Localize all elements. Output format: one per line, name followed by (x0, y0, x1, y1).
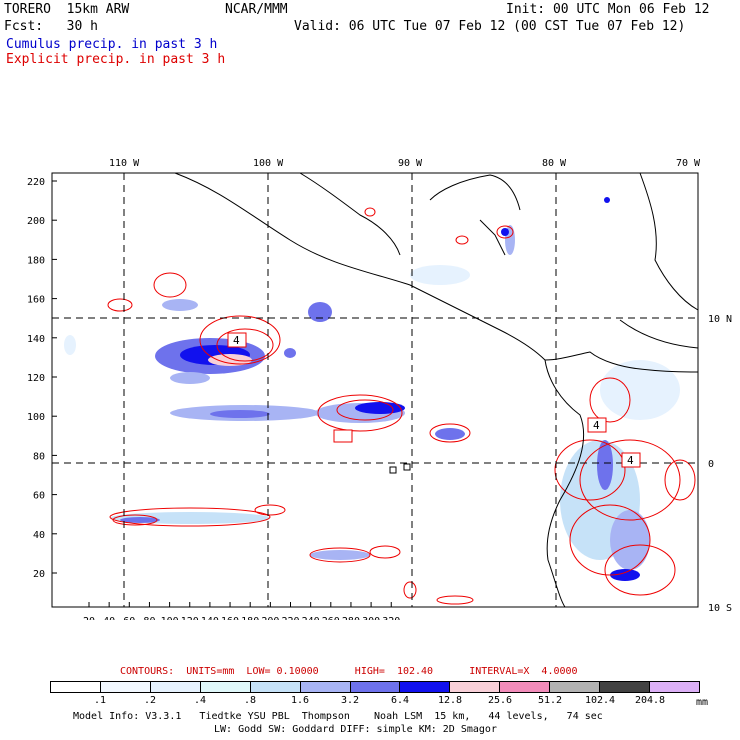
x-tick-label: 60 (123, 616, 135, 620)
x-axis-ticks: 20 40 60 80 10012014016018020022024026028030… (83, 602, 400, 620)
legend-label: 1.6 (290, 695, 310, 706)
cumulus-precip-shading (64, 197, 680, 581)
legend-swatch (600, 682, 651, 692)
x-tick-label: 40 (103, 616, 115, 620)
x-tick-label: 320 (382, 616, 400, 620)
legend-label: .2 (143, 695, 157, 706)
legend-swatch (450, 682, 501, 692)
x-tick-label: 300 (362, 616, 380, 620)
x-tick-label: 180 (241, 616, 259, 620)
box-label-1: 4 (233, 334, 240, 347)
x-tick-label: 80 (143, 616, 155, 620)
box-label-2: 4 (593, 419, 600, 432)
y-tick-label: 20 (33, 569, 45, 580)
lon-label-90w: 90 W (398, 158, 423, 169)
x-tick-label: 140 (201, 616, 219, 620)
x-tick-label: 20 (83, 616, 95, 620)
lon-label-80w: 80 W (542, 158, 567, 169)
x-tick-label: 220 (281, 616, 299, 620)
y-tick-label: 40 (33, 530, 45, 541)
y-tick-label: 80 (33, 451, 45, 462)
legend-swatch (250, 682, 301, 692)
lon-label-100w: 100 W (253, 158, 284, 169)
legend-swatch (350, 682, 401, 692)
y-tick-label: 140 (27, 334, 45, 345)
legend-swatch (550, 682, 601, 692)
x-tick-label: 260 (322, 616, 340, 620)
x-tick-label: 120 (181, 616, 199, 620)
legend-label: 12.8 (437, 695, 463, 706)
physics-info: LW: Godd SW: Goddard DIFF: simple KM: 2D… (214, 724, 497, 735)
legend-unit: mm (696, 697, 709, 708)
x-tick-label: 240 (302, 616, 320, 620)
legend-label: 6.4 (390, 695, 410, 706)
legend-label: 3.2 (340, 695, 360, 706)
model-info: Model Info: V3.3.1 Tiedtke YSU PBL Thomp… (73, 711, 603, 722)
legend-label: 51.2 (537, 695, 563, 706)
x-tick-label: 280 (342, 616, 360, 620)
forecast-hour: Fcst: 30 h (4, 19, 98, 34)
init-time: Init: 00 UTC Mon 06 Feb 12 (506, 2, 710, 17)
legend-swatch (150, 682, 201, 692)
x-tick-label: 100 (161, 616, 179, 620)
y-tick-label: 180 (27, 255, 45, 266)
legend-label: .8 (243, 695, 257, 706)
y-tick-label: 160 (27, 295, 45, 306)
valid-time: Valid: 06 UTC Tue 07 Feb 12 (00 CST Tue … (294, 19, 686, 34)
legend-label: 25.6 (487, 695, 513, 706)
legend-label: 102.4 (584, 695, 616, 706)
legend-label: .1 (93, 695, 107, 706)
x-tick-label: 200 (261, 616, 279, 620)
lon-label-110w: 110 W (109, 158, 140, 169)
model-title: TORERO 15km ARW (4, 2, 130, 17)
lat-label-10s: 10 S (708, 603, 732, 614)
contours-info: CONTOURS: UNITS=mm LOW= 0.10000 HIGH= 10… (120, 666, 578, 677)
legend-swatch (500, 682, 551, 692)
y-axis-ticks: 220 200 180 160 140 120 100 80 60 40 20 (27, 177, 57, 580)
y-tick-label: 120 (27, 373, 45, 384)
box-label-3: 4 (627, 454, 634, 467)
precip-map: 110 W 100 W 90 W 80 W 70 W (27, 158, 732, 620)
x-tick-label: 160 (221, 616, 239, 620)
lon-label-70w: 70 W (676, 158, 701, 169)
y-tick-label: 200 (27, 216, 45, 227)
field-explicit-label: Explicit precip. in past 3 h (6, 52, 226, 67)
legend-label: 204.8 (634, 695, 666, 706)
legend-label: .4 (193, 695, 207, 706)
lat-label-10n: 10 N (708, 314, 732, 325)
explicit-precip-contours (107, 207, 696, 605)
legend-swatch (400, 682, 451, 692)
y-tick-label: 220 (27, 177, 45, 188)
org-label: NCAR/MMM (225, 2, 288, 17)
contour-value-boxes: 4 4 4 (227, 332, 641, 468)
lat-lon-grid (52, 173, 698, 607)
legend-swatch (100, 682, 151, 692)
legend-swatch (650, 682, 699, 692)
legend-swatch (200, 682, 251, 692)
y-tick-label: 100 (27, 412, 45, 423)
legend-swatch (300, 682, 351, 692)
field-cumulus-label: Cumulus precip. in past 3 h (6, 37, 218, 52)
y-tick-label: 60 (33, 491, 45, 502)
color-legend (50, 681, 700, 693)
coastlines (174, 172, 699, 608)
legend-swatch (51, 682, 101, 692)
lat-label-0: 0 (708, 459, 714, 470)
